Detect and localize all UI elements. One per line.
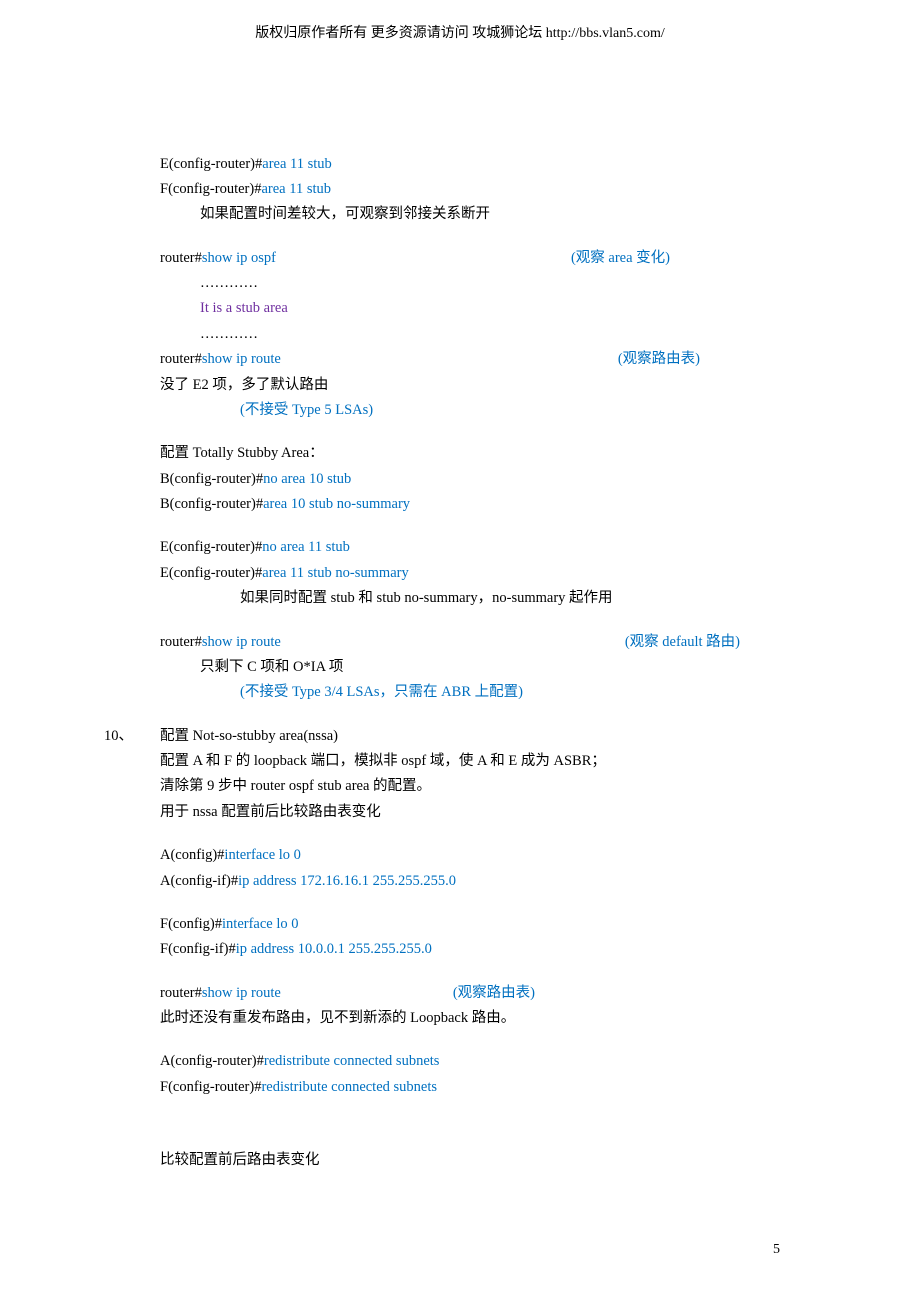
text-line: 用于 nssa 配置前后比较路由表变化 xyxy=(160,800,800,825)
annotation: (观察路由表) xyxy=(618,347,700,372)
command-text: redistribute connected subnets xyxy=(261,1079,437,1095)
cmd-line: E(config-router)#area 11 stub no-summary xyxy=(160,561,800,586)
cmd-line: A(config)#interface lo 0 xyxy=(160,843,800,868)
prompt: router# xyxy=(160,985,202,1001)
prompt: F(config)# xyxy=(160,916,222,932)
text-line: 配置 A 和 F 的 loopback 端口，模拟非 ospf 域，使 A 和 … xyxy=(160,749,800,774)
text-line: 清除第 9 步中 router ospf stub area 的配置。 xyxy=(160,774,800,799)
note-line: (不接受 Type 3/4 LSAs，只需在 ABR 上配置) xyxy=(160,680,800,705)
note-line: (不接受 Type 5 LSAs) xyxy=(160,398,800,423)
text-line: 如果同时配置 stub 和 stub no-summary，no-summary… xyxy=(160,586,800,611)
cmd-line: F(config-if)#ip address 10.0.0.1 255.255… xyxy=(160,937,800,962)
cmd-row: router#show ip route (观察 default 路由) xyxy=(160,630,800,655)
section-title: 配置 Not-so-stubby area(nssa) xyxy=(160,724,338,749)
page: 版权归原作者所有 更多资源请访问 攻城狮论坛 http://bbs.vlan5.… xyxy=(0,0,920,1302)
prompt: E(config-router)# xyxy=(160,565,262,581)
output-text: It is a stub area xyxy=(160,296,800,321)
page-number: 5 xyxy=(773,1238,780,1263)
command-text: show ip route xyxy=(202,985,281,1001)
cmd-line: F(config)#interface lo 0 xyxy=(160,912,800,937)
cmd-line: F(config-router)#area 11 stub xyxy=(160,177,800,202)
prompt: A(config)# xyxy=(160,847,224,863)
command-text: area 11 stub no-summary xyxy=(262,565,408,581)
cmd-line: B(config-router)#area 10 stub no-summary xyxy=(160,492,800,517)
ellipsis: ………… xyxy=(160,271,800,296)
prompt: E(config-router)# xyxy=(160,539,262,555)
command-text: interface lo 0 xyxy=(222,916,299,932)
prompt: B(config-router)# xyxy=(160,471,263,487)
prompt: E(config-router)# xyxy=(160,156,262,172)
annotation: (观察路由表) xyxy=(453,981,535,1006)
command-text: area 11 stub xyxy=(262,156,332,172)
section-heading: 10、 配置 Not-so-stubby area(nssa) xyxy=(160,724,800,749)
cmd-line: B(config-router)#no area 10 stub xyxy=(160,467,800,492)
cmd-line: A(config-if)#ip address 172.16.16.1 255.… xyxy=(160,869,800,894)
text-line: 配置 Totally Stubby Area： xyxy=(160,441,800,466)
command-text: show ip route xyxy=(202,351,281,367)
body-content: E(config-router)#area 11 stub F(config-r… xyxy=(0,152,920,1174)
prompt: router# xyxy=(160,634,202,650)
section-number: 10、 xyxy=(104,724,160,749)
cmd-line: E(config-router)#area 11 stub xyxy=(160,152,800,177)
cmd-line: F(config-router)#redistribute connected … xyxy=(160,1075,800,1100)
cmd-line: A(config-router)#redistribute connected … xyxy=(160,1049,800,1074)
cmd-row: router#show ip ospf (观察 area 变化) xyxy=(160,246,800,271)
prompt: router# xyxy=(160,250,202,266)
command-text: redistribute connected subnets xyxy=(264,1053,440,1069)
text-line: 只剩下 C 项和 O*IA 项 xyxy=(160,655,800,680)
prompt: B(config-router)# xyxy=(160,496,263,512)
command-text: no area 10 stub xyxy=(263,471,351,487)
prompt: A(config-router)# xyxy=(160,1053,264,1069)
ellipsis: ………… xyxy=(160,322,800,347)
command-text: interface lo 0 xyxy=(224,847,301,863)
prompt: F(config-router)# xyxy=(160,1079,261,1095)
annotation: (观察 default 路由) xyxy=(625,630,740,655)
command-text: area 11 stub xyxy=(261,181,331,197)
command-text: no area 11 stub xyxy=(262,539,350,555)
cmd-row: router#show ip route (观察路由表) xyxy=(160,347,800,372)
text-line: 比较配置前后路由表变化 xyxy=(160,1148,800,1173)
text-line: 此时还没有重发布路由，见不到新添的 Loopback 路由。 xyxy=(160,1006,800,1031)
cmd-row: router#show ip route (观察路由表) xyxy=(160,981,800,1006)
prompt: router# xyxy=(160,351,202,367)
annotation: (观察 area 变化) xyxy=(571,246,670,271)
command-text: show ip ospf xyxy=(202,250,276,266)
command-text: area 10 stub no-summary xyxy=(263,496,410,512)
prompt: A(config-if)# xyxy=(160,873,238,889)
page-header: 版权归原作者所有 更多资源请访问 攻城狮论坛 http://bbs.vlan5.… xyxy=(0,22,920,47)
command-text: show ip route xyxy=(202,634,281,650)
command-text: ip address 172.16.16.1 255.255.255.0 xyxy=(238,873,456,889)
command-text: ip address 10.0.0.1 255.255.255.0 xyxy=(236,941,432,957)
prompt: F(config-router)# xyxy=(160,181,261,197)
note-line: 如果配置时间差较大，可观察到邻接关系断开 xyxy=(160,202,800,227)
prompt: F(config-if)# xyxy=(160,941,236,957)
text-line: 没了 E2 项，多了默认路由 xyxy=(160,373,800,398)
cmd-line: E(config-router)#no area 11 stub xyxy=(160,535,800,560)
